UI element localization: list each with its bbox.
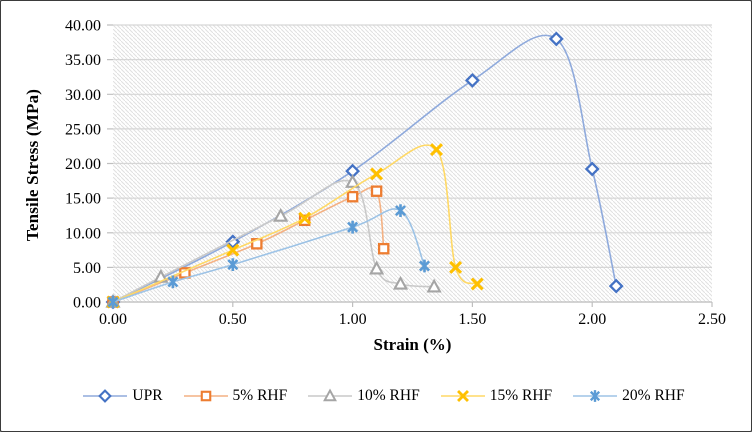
y-tick-label: 10.00 [65,225,101,242]
legend-key-triangle-icon [308,388,353,402]
legend-key-x-icon [440,390,485,402]
legend-label: 10% RHF [357,387,420,404]
x-axis-title: Strain (%) [373,335,452,354]
legend-item-upr: UPR [83,387,163,405]
y-tick-label: 15.00 [65,191,101,208]
y-tick-label: 35.00 [65,52,101,69]
y-tick-label: 20.00 [65,156,101,173]
legend-item-10-rhf: 10% RHF [308,387,420,405]
legend: UPR 5% RHF 10% RHF 15% RHF 20% RHF [1,387,751,405]
y-tick-label: 30.00 [65,87,101,104]
y-tick-label: 5.00 [73,260,101,277]
y-tick-label: 25.00 [65,121,101,138]
x-tick-label: 1.00 [339,311,367,328]
series-10-rhf [105,174,442,308]
x-tick-label: 0.00 [99,311,127,328]
legend-key-star-icon [573,390,618,402]
legend-label: 20% RHF [622,387,685,404]
y-tick-label: 40.00 [65,18,101,35]
legend-label: UPR [132,387,163,404]
series-20-rhf-markers [107,204,431,309]
y-tick-label: 0.00 [73,295,101,312]
x-tick-label: 1.50 [458,311,486,328]
legend-item-20-rhf: 20% RHF [573,387,685,405]
legend-label: 15% RHF [489,387,553,404]
legend-key-square-icon [183,390,228,402]
x-tick-label: 2.00 [578,311,606,328]
legend-item-15-rhf: 15% RHF [440,387,553,405]
legend-key-diamond-icon [83,389,128,403]
x-tick-label: 2.50 [698,311,726,328]
series-20-rhf [107,204,431,309]
legend-label: 5% RHF [232,387,288,404]
x-tick-label: 0.50 [219,311,247,328]
legend-item-5-rhf: 5% RHF [183,387,288,405]
